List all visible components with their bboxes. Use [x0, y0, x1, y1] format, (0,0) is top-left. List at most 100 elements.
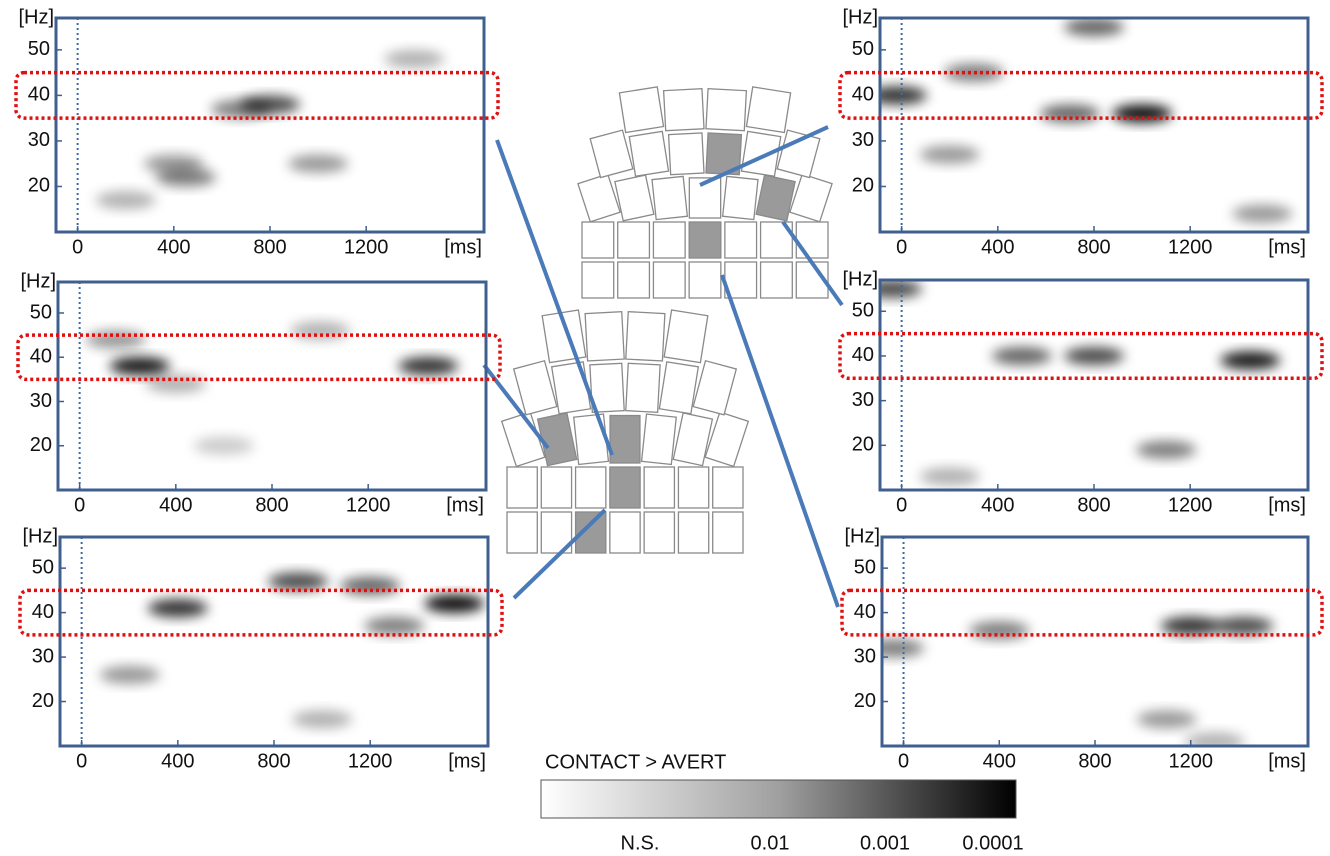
band-box: [838, 70, 1324, 120]
dome: [577, 86, 833, 299]
dome-tile: [512, 359, 558, 416]
y-unit: [Hz]: [22, 525, 58, 547]
blob: [109, 357, 170, 376]
dome-tile: [667, 132, 705, 176]
blob: [1184, 732, 1245, 746]
connector: [512, 508, 607, 600]
blob: [1136, 440, 1197, 459]
blob: [145, 374, 206, 393]
dome: [500, 309, 750, 554]
y-tick-label: 30: [852, 389, 874, 411]
blob: [1232, 204, 1293, 223]
band-box: [18, 588, 504, 637]
y-tick-label: 20: [854, 690, 876, 712]
heatmap: [880, 18, 1293, 223]
dome-tile: [589, 362, 625, 414]
domes: [500, 86, 833, 554]
connectors: [482, 125, 844, 608]
band-box: [14, 70, 500, 120]
y-tick-label: 50: [32, 556, 54, 578]
dome-tile: [506, 466, 538, 509]
band-box: [838, 331, 1324, 381]
y-tick-label: 40: [852, 344, 874, 366]
colorbar-label: 0.0001: [962, 832, 1023, 854]
blob: [143, 154, 204, 173]
band-box: [16, 333, 502, 382]
y-tick-label: 50: [852, 38, 874, 60]
y-tick-label: 40: [28, 84, 50, 106]
y-tick-label: 30: [30, 390, 52, 412]
y-tick-label: 50: [852, 300, 874, 322]
y-tick-label: 20: [852, 434, 874, 456]
colorbar-title: CONTACT > AVERT: [545, 751, 726, 773]
band-box: [840, 588, 1324, 637]
blob: [1160, 616, 1221, 635]
dome-tile: [617, 221, 651, 259]
x-tick-label: 1200: [1168, 750, 1213, 772]
y-tick-label: 30: [28, 129, 50, 151]
blob: [384, 49, 445, 68]
x-tick-label: 0: [898, 750, 909, 772]
x-tick-label: 1200: [344, 236, 389, 258]
dome-tile: [506, 511, 538, 554]
x-tick-label: 1200: [346, 494, 391, 516]
dome-tile: [705, 87, 748, 132]
blob: [991, 346, 1052, 365]
x-unit: [ms]: [1268, 236, 1306, 258]
x-tick-label: 0: [74, 494, 85, 516]
panel: 20 30 40 50 0 400 800 1200 [Hz] [ms]: [838, 6, 1324, 258]
blob: [364, 616, 425, 635]
blob: [1213, 616, 1274, 635]
dome-tile: [677, 511, 710, 554]
dome-tile: [688, 177, 722, 219]
dome-tile: [755, 174, 796, 222]
x-tick-label: 400: [159, 494, 192, 516]
dome-tile: [581, 261, 615, 299]
y-unit: [Hz]: [842, 268, 878, 290]
dome-tile: [692, 359, 738, 416]
plot-frame: [56, 280, 488, 492]
dome-tile: [688, 261, 722, 299]
x-tick-label: 1200: [348, 750, 393, 772]
dome-tile: [614, 174, 655, 222]
blob: [155, 168, 216, 187]
dome-tile: [712, 466, 744, 509]
blob: [292, 710, 353, 729]
heatmap: [85, 321, 459, 455]
y-tick-label: 20: [30, 434, 52, 456]
y-tick-label: 20: [28, 175, 50, 197]
dome-tile: [628, 130, 670, 177]
panel: 20 30 40 50 0 400 800 1200 [Hz] [ms]: [18, 525, 504, 772]
dome-tile: [625, 310, 666, 362]
plot-frame: [878, 16, 1310, 234]
blob: [99, 665, 160, 684]
dome-tile: [584, 310, 625, 362]
x-unit: [ms]: [448, 750, 486, 772]
blob: [85, 330, 146, 349]
blob: [1064, 18, 1124, 37]
blob: [1112, 104, 1173, 123]
y-tick-label: 50: [28, 38, 50, 60]
panel: 20 30 40 50 0 400 800 1200 [Hz] [ms]: [14, 6, 500, 258]
dome-tile: [574, 466, 607, 509]
blob: [1064, 346, 1124, 365]
dome-tile: [776, 129, 821, 179]
blob: [880, 86, 927, 105]
blob: [193, 436, 254, 455]
x-tick-label: 400: [981, 236, 1014, 258]
plot-frame: [880, 535, 1310, 748]
x-unit: [ms]: [446, 494, 484, 516]
dome-tile: [745, 86, 792, 134]
dome-tile: [759, 261, 793, 299]
dome-tile: [652, 261, 686, 299]
dome-tile: [652, 221, 686, 259]
blob: [969, 621, 1030, 640]
blob: [880, 280, 923, 298]
dome-tile: [640, 413, 677, 466]
connector: [699, 125, 829, 187]
colorbar-label: 0.01: [751, 832, 790, 854]
dome-tile: [573, 413, 610, 466]
dome-tile: [550, 361, 592, 415]
